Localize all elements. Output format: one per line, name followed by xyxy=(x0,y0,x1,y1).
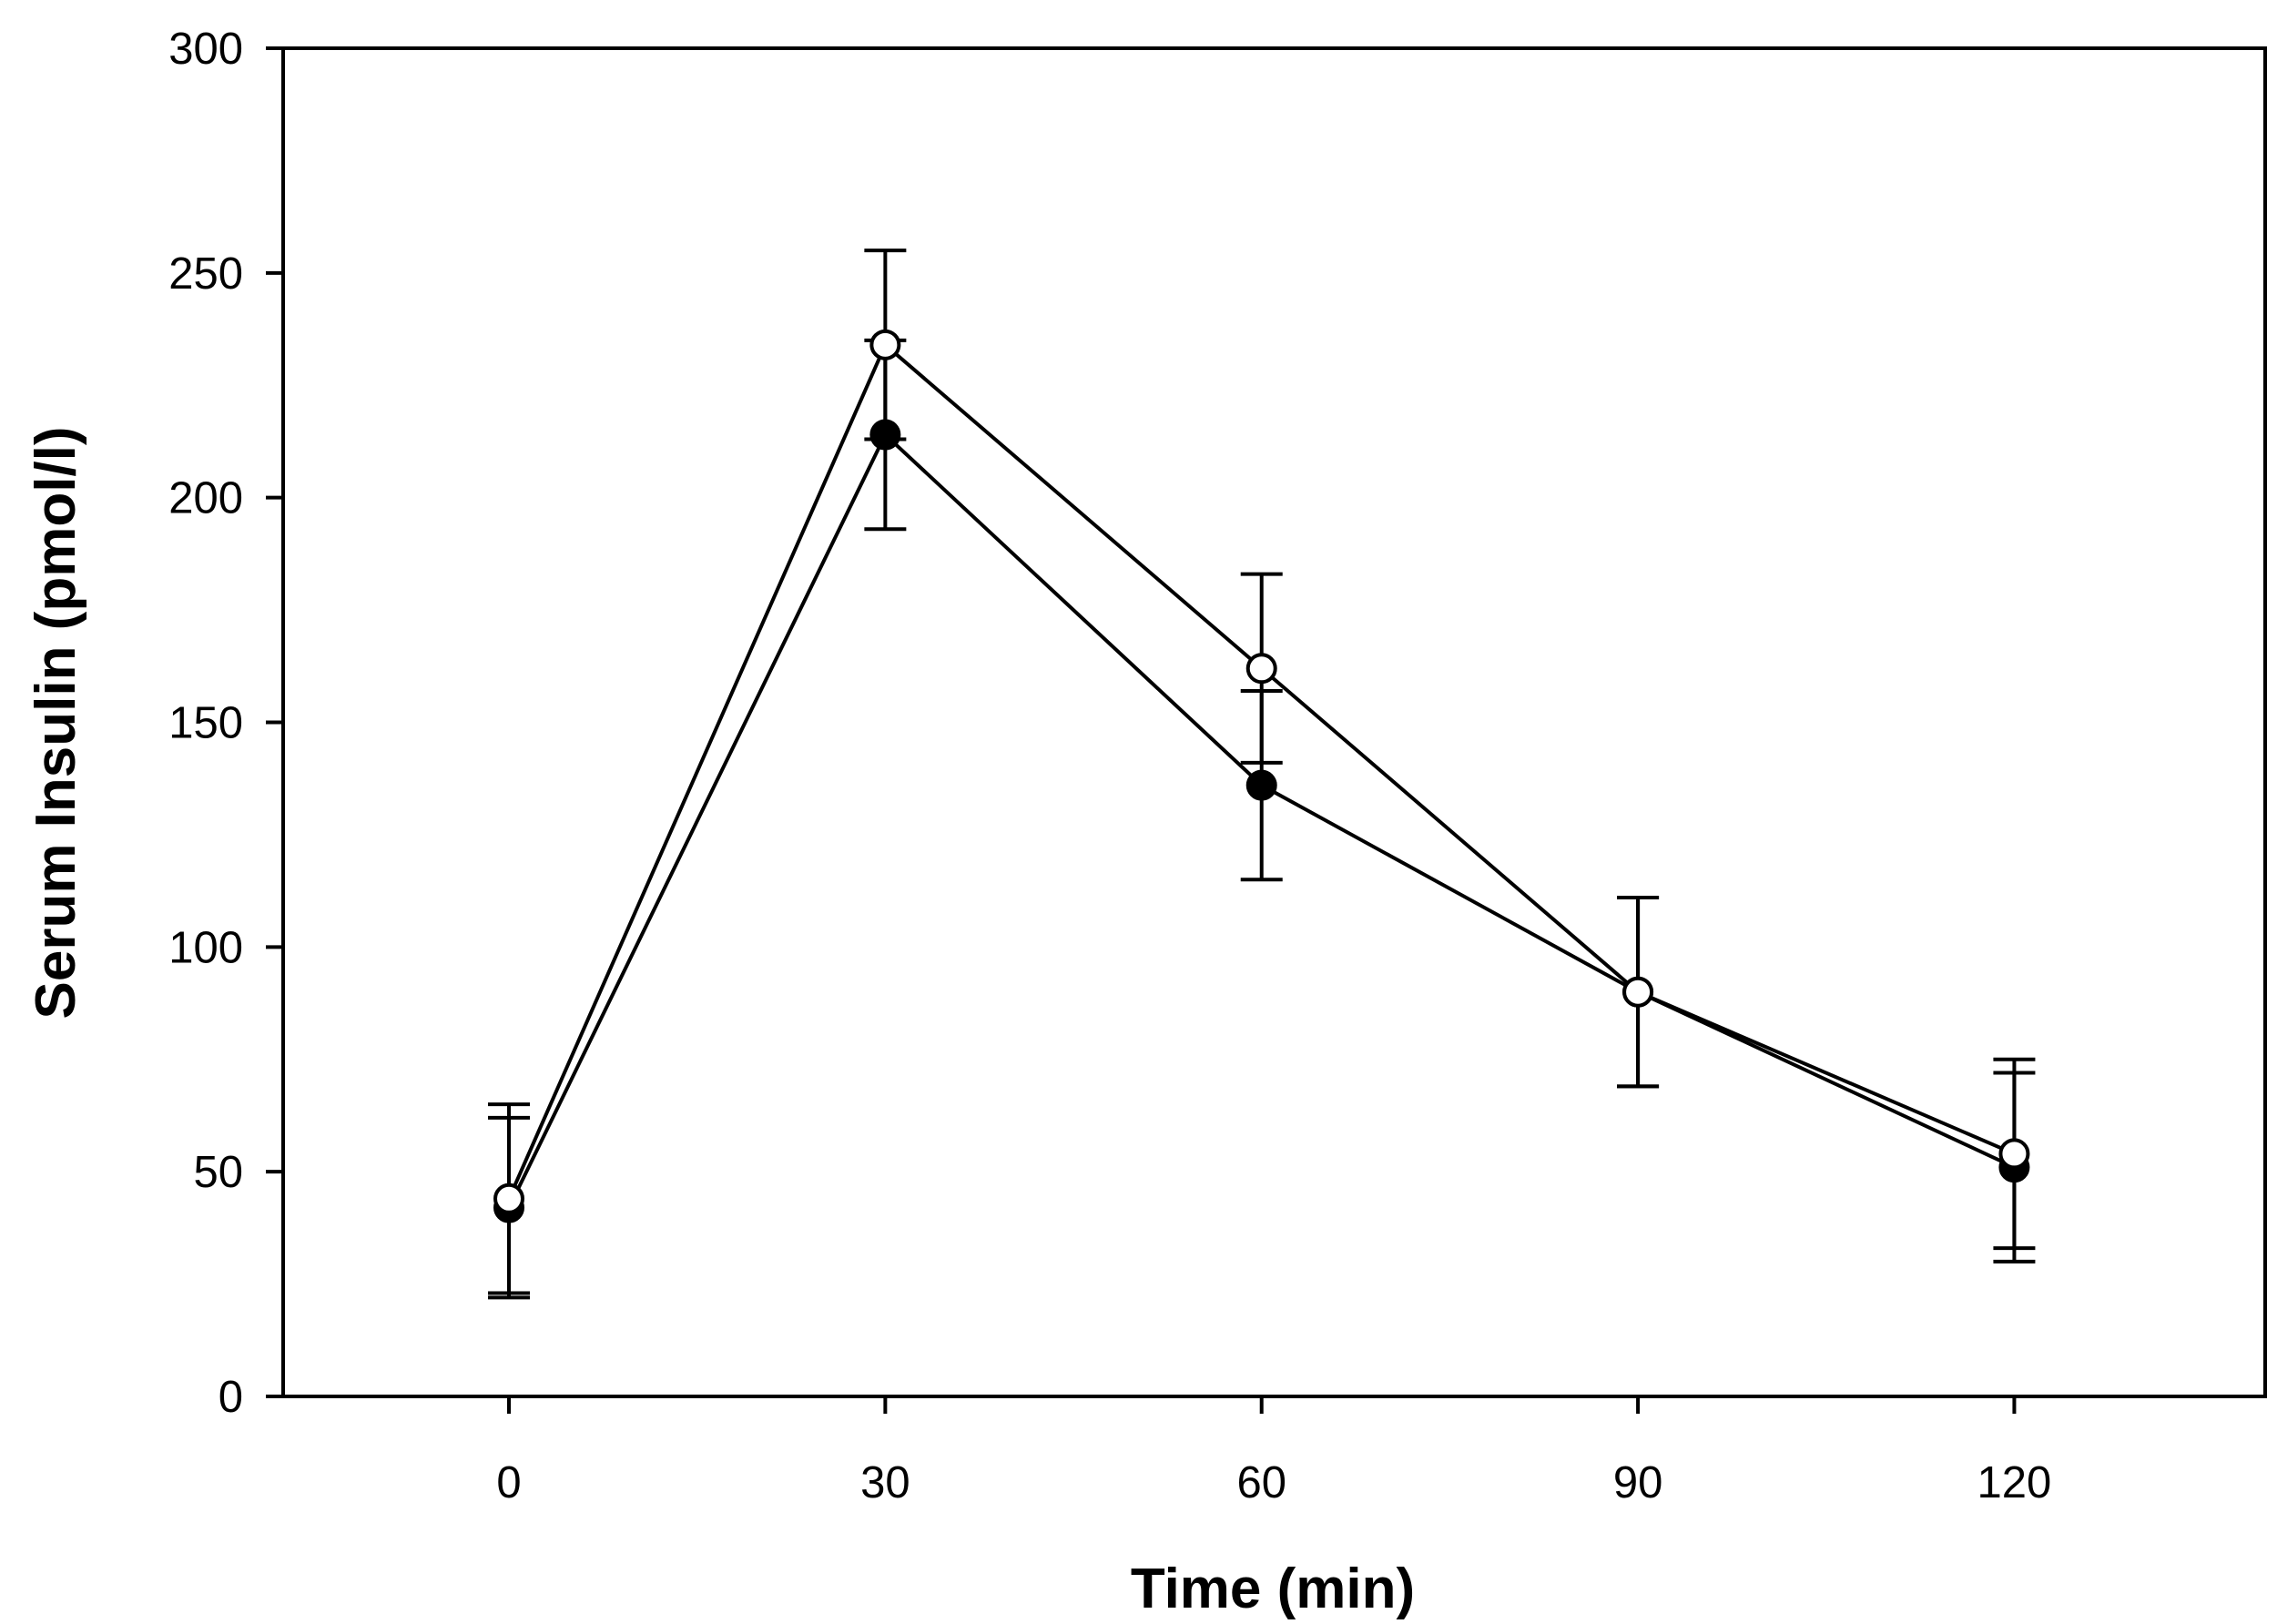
x-tick-label: 90 xyxy=(1613,1458,1663,1507)
filled-circle-series-point xyxy=(869,419,901,451)
y-tick-label: 0 xyxy=(219,1373,243,1422)
y-axis-title: Serum Insulin (pmol/l) xyxy=(25,426,87,1019)
open-circle-series-point xyxy=(1998,1138,2030,1170)
x-tick-label: 120 xyxy=(1977,1458,2052,1507)
y-tick-label: 300 xyxy=(168,25,243,74)
x-tick-label: 60 xyxy=(1236,1458,1286,1507)
x-tick-label: 0 xyxy=(496,1458,521,1507)
series-layer xyxy=(488,249,2036,1300)
y-tick-label: 200 xyxy=(168,474,243,523)
y-tick-label: 150 xyxy=(168,699,243,748)
y-axis: 0 50 100 150 200 250 300 xyxy=(168,25,283,1422)
open-circle-series-point xyxy=(493,1182,525,1214)
open-circle-series-point xyxy=(1245,653,1277,685)
x-axis: 0 30 60 90 120 xyxy=(496,1396,2051,1507)
filled-circle-series-point xyxy=(1245,769,1277,801)
x-tick-label: 30 xyxy=(860,1458,910,1507)
open-circle-series-point xyxy=(1622,976,1654,1008)
plot-frame xyxy=(281,46,2267,1398)
y-tick-label: 100 xyxy=(168,923,243,972)
x-axis-title: Time (min) xyxy=(1131,1558,1415,1620)
y-tick-label: 250 xyxy=(168,249,243,299)
open-circle-series-point xyxy=(869,329,901,360)
y-tick-label: 50 xyxy=(193,1148,243,1197)
